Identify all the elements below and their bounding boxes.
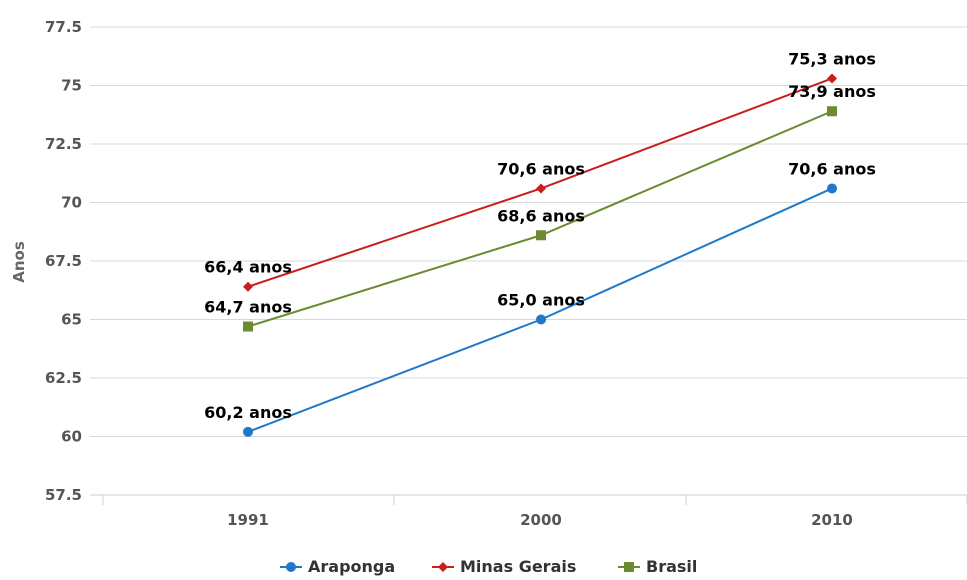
data-point-brasil[interactable] <box>827 106 837 117</box>
legend-marker[interactable] <box>438 562 448 572</box>
legend-item-araponga[interactable]: Araponga <box>280 557 395 576</box>
data-label-minas-gerais: 75,3 anos <box>788 49 876 68</box>
data-point-brasil[interactable] <box>536 230 546 241</box>
data-label-brasil: 73,9 anos <box>788 82 876 101</box>
data-label-araponga: 70,6 anos <box>788 159 876 178</box>
data-point-araponga[interactable] <box>827 183 837 194</box>
y-axis-label: Anos <box>10 241 28 283</box>
x-tick-label: 2010 <box>811 511 853 529</box>
y-tick-label: 75 <box>61 77 82 95</box>
data-point-minas-gerais[interactable] <box>536 183 546 194</box>
grid-lines <box>90 26 967 496</box>
y-tick-label: 62.5 <box>45 369 82 387</box>
data-label-minas-gerais: 66,4 anos <box>204 258 292 277</box>
data-label-araponga: 60,2 anos <box>204 403 292 422</box>
x-tick-label: 1991 <box>227 511 269 529</box>
y-tick-label: 60 <box>61 428 82 446</box>
data-label-brasil: 68,6 anos <box>497 206 585 225</box>
legend-label: Araponga <box>308 557 395 576</box>
legend-label: Brasil <box>646 557 697 576</box>
legend[interactable]: Araponga Minas Gerais Brasil <box>280 557 697 576</box>
data-labels: 60,2 anos 65,0 anos 70,6 anos 66,4 anos 70,6… <box>204 49 876 421</box>
data-point-brasil[interactable] <box>243 321 253 332</box>
legend-item-brasil[interactable]: Brasil <box>618 557 697 576</box>
y-tick-label: 65 <box>61 311 82 329</box>
y-tick-label: 67.5 <box>45 252 82 270</box>
data-label-brasil: 64,7 anos <box>204 298 292 317</box>
y-axis: 57.5 60 62.5 65 67.5 70 72.5 75 77.5 <box>45 18 82 504</box>
y-tick-label: 72.5 <box>45 135 82 153</box>
x-tick-label: 2000 <box>520 511 562 529</box>
legend-item-minas-gerais[interactable]: Minas Gerais <box>432 557 576 576</box>
data-label-minas-gerais: 70,6 anos <box>497 159 585 178</box>
y-tick-label: 70 <box>61 194 82 212</box>
legend-label: Minas Gerais <box>460 557 576 576</box>
data-label-araponga: 65,0 anos <box>497 291 585 310</box>
series-layer <box>243 73 837 437</box>
y-tick-label: 57.5 <box>45 486 82 504</box>
data-point-araponga[interactable] <box>536 314 546 325</box>
data-point-araponga[interactable] <box>243 426 253 437</box>
data-point-minas-gerais[interactable] <box>827 73 837 84</box>
y-tick-label: 77.5 <box>45 18 82 36</box>
legend-marker[interactable] <box>286 562 296 572</box>
legend-marker[interactable] <box>624 562 634 572</box>
x-axis: 1991 2000 2010 <box>102 495 967 529</box>
data-point-minas-gerais[interactable] <box>243 281 253 292</box>
series-line-minas-gerais <box>247 77 833 288</box>
